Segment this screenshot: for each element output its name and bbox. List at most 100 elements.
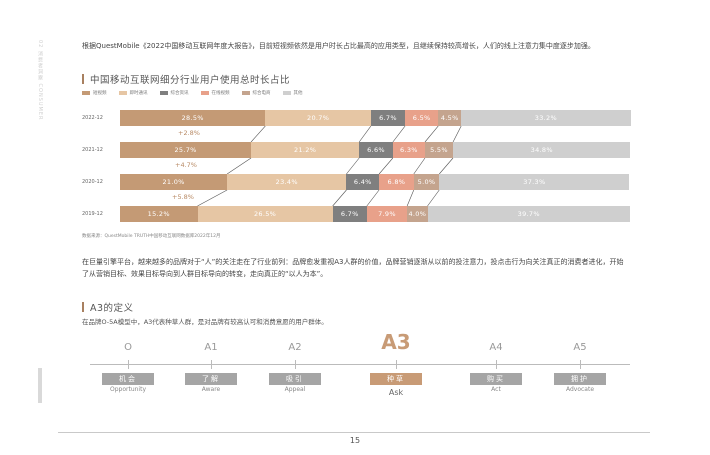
legend-item: 综合电商 bbox=[241, 90, 271, 96]
stage-code: O bbox=[124, 342, 132, 353]
bar-segment: 21.2% bbox=[251, 142, 360, 158]
connector-line bbox=[452, 125, 462, 143]
stage-english-label: Aware bbox=[201, 386, 221, 393]
connector-line bbox=[332, 189, 347, 207]
connector-line bbox=[378, 157, 394, 175]
stage-english-label: Advocate bbox=[565, 386, 595, 393]
stage-label-a3: 种草 bbox=[370, 373, 422, 385]
chart-connector-lines bbox=[197, 125, 462, 207]
bar-segment: 6.6% bbox=[359, 142, 393, 158]
category-label: 2022-12 bbox=[82, 115, 103, 121]
legend-label: 短视频 bbox=[93, 91, 107, 96]
page-number: 15 bbox=[349, 436, 361, 445]
stage-code: A3 bbox=[381, 330, 411, 354]
legend-item: 综合资讯 bbox=[159, 90, 189, 96]
connector-line bbox=[346, 157, 360, 175]
bar-segment: 6.3% bbox=[392, 142, 425, 158]
stage-english-label: Act bbox=[491, 386, 501, 393]
legend-label: 综合电商 bbox=[252, 91, 271, 96]
bar-segment: 6.7% bbox=[332, 206, 367, 222]
bar-segment: 25.7% bbox=[120, 142, 252, 158]
category-label: 2019-12 bbox=[82, 211, 103, 217]
connector-line bbox=[226, 157, 252, 175]
stage-label-a5: 拥护 bbox=[554, 373, 606, 385]
bar-segment: 37.3% bbox=[439, 174, 630, 190]
bar-segment: 20.7% bbox=[265, 110, 371, 126]
chart-legend: 短视频 即时通讯 综合资讯 在线视频 综合电商 其他 bbox=[82, 90, 303, 96]
stage-tick bbox=[128, 360, 129, 369]
stage-english-label: Opportunity bbox=[109, 386, 146, 393]
bar-segment: 23.4% bbox=[227, 174, 347, 190]
connector-line bbox=[197, 189, 228, 207]
bar-segment: 6.7% bbox=[370, 110, 406, 126]
connector-line bbox=[439, 157, 454, 175]
connector-line bbox=[406, 189, 415, 207]
stage-label-a2: 吸引 bbox=[269, 373, 321, 385]
stage-code: A1 bbox=[204, 342, 218, 353]
legend-swatch bbox=[82, 91, 90, 95]
bar-segment: 5.0% bbox=[413, 174, 440, 190]
a3-title: A3的定义 bbox=[90, 303, 134, 314]
bar-segment: 4.0% bbox=[407, 206, 428, 222]
bar-segment: 5.5% bbox=[424, 142, 454, 158]
stage-label-a4: 购买 bbox=[470, 373, 522, 385]
legend-swatch bbox=[200, 91, 209, 95]
stage-tick bbox=[211, 360, 212, 369]
connector-line bbox=[427, 189, 440, 207]
bar-segment: 33.2% bbox=[461, 110, 631, 126]
timeline-axis bbox=[90, 364, 630, 365]
bar-segment: 39.7% bbox=[427, 206, 630, 222]
legend-swatch bbox=[159, 91, 168, 95]
legend-item: 在线视频 bbox=[200, 90, 230, 96]
stage-tick bbox=[396, 360, 397, 369]
chart-section-title: 中国移动互联网细分行业用户使用总时长占比 bbox=[82, 72, 290, 86]
stage-tick bbox=[580, 360, 581, 369]
stage-code: A2 bbox=[288, 342, 302, 353]
side-tab-top: 02 消费者洞察 CONSUMER bbox=[37, 40, 43, 121]
stage-code: A5 bbox=[573, 342, 587, 353]
bar-segment: 7.9% bbox=[366, 206, 408, 222]
legend-label: 在线视频 bbox=[211, 91, 230, 96]
chart-source: 数据来源：QuestMobile TRUTH中国移动互联网数据库2022年12月 bbox=[82, 234, 221, 239]
stage-label-a1: 了解 bbox=[185, 373, 237, 385]
title-accent-bar bbox=[82, 302, 84, 312]
connector-line bbox=[358, 125, 372, 143]
stacked-bar-chart: 2022-12 28.5% 20.7% 6.7% 6.5% 4.5% 33.2% 2021-1… bbox=[82, 104, 631, 229]
stage-code: A4 bbox=[489, 342, 503, 353]
legend-swatch bbox=[282, 91, 291, 95]
legend-swatch bbox=[118, 91, 127, 95]
bar-segment: 6.5% bbox=[405, 110, 439, 126]
bar-segment: 15.2% bbox=[120, 206, 198, 222]
category-label: 2020-12 bbox=[82, 179, 103, 185]
intro-paragraph: 根据QuestMobile《2022中国移动互联网年度大报告》，目前短视频依然是… bbox=[82, 42, 595, 50]
legend-label: 其他 bbox=[293, 91, 303, 96]
bar-segment: 21.0% bbox=[120, 174, 228, 190]
bar-segment: 4.5% bbox=[438, 110, 462, 126]
growth-label: +5.8% bbox=[172, 193, 194, 201]
o5a-timeline: O 机会 Opportunity A1 了解 Aware A2 吸引 Appeal A3 种草 Ask… bbox=[90, 330, 630, 405]
category-label: 2021-12 bbox=[82, 147, 103, 153]
stage-tick bbox=[496, 360, 497, 369]
chart-title: 中国移动互联网细分行业用户使用总时长占比 bbox=[90, 75, 291, 86]
a3-section-title: A3的定义 bbox=[82, 300, 134, 314]
legend-item: 其他 bbox=[282, 90, 303, 96]
stage-label-o: 机会 bbox=[102, 373, 154, 385]
bar-segment: 34.8% bbox=[453, 142, 631, 158]
side-tab-bottom-mark bbox=[38, 368, 42, 403]
bar-segment: 6.4% bbox=[346, 174, 380, 190]
bar-segment: 6.8% bbox=[379, 174, 414, 190]
legend-item: 短视频 bbox=[82, 90, 107, 96]
stage-tick bbox=[295, 360, 296, 369]
connector-line bbox=[392, 125, 406, 143]
body-paragraph: 在巨量引擎平台，越来越多的品牌对于“人”的关注走在了行业前列：品牌愈发重视A3人… bbox=[82, 258, 624, 278]
footer-divider bbox=[58, 432, 650, 433]
growth-label: +2.8% bbox=[178, 129, 200, 137]
legend-label: 即时通讯 bbox=[129, 91, 148, 96]
connector-line bbox=[424, 125, 439, 143]
connector-line bbox=[413, 157, 426, 175]
legend-swatch bbox=[241, 91, 250, 95]
growth-label: +4.7% bbox=[175, 161, 197, 169]
connector-line bbox=[250, 125, 266, 143]
bar-segment: 26.5% bbox=[197, 206, 333, 222]
